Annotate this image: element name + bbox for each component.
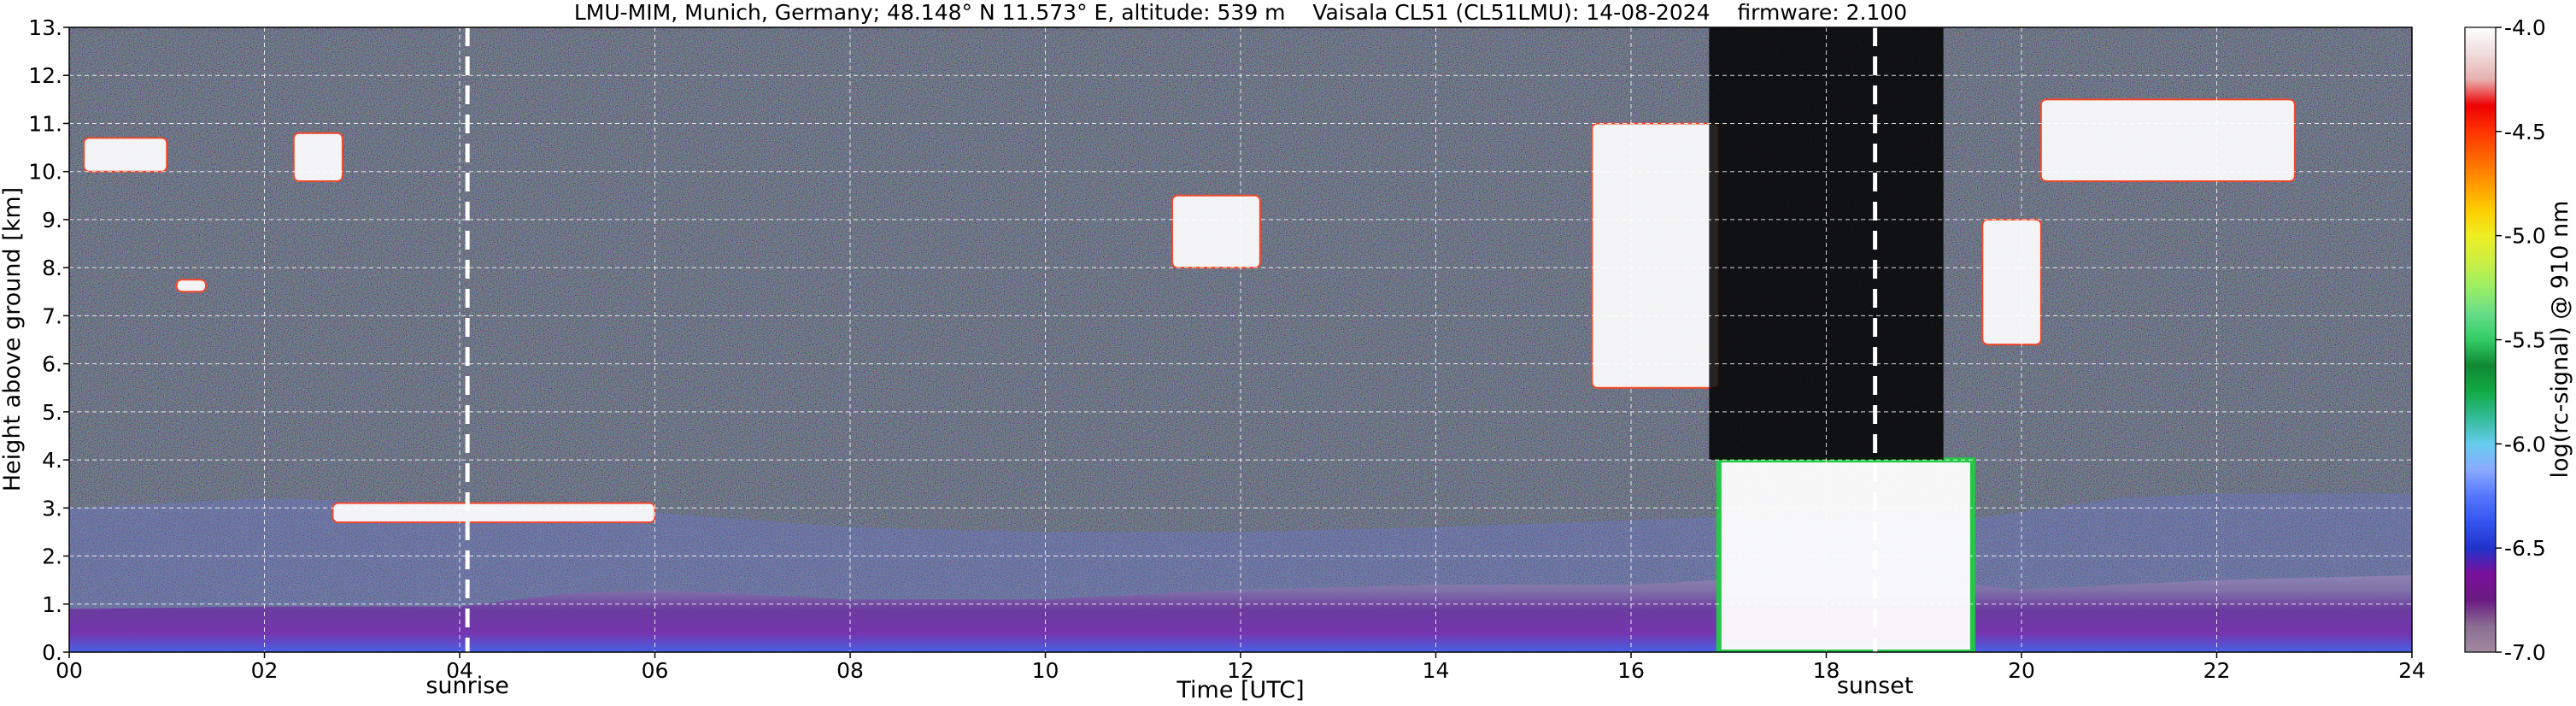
y-tick-label: 12.	[28, 63, 62, 88]
x-tick-label: 06	[642, 658, 669, 683]
x-tick-label: 00	[56, 658, 83, 683]
x-tick-label: 08	[836, 658, 864, 683]
y-tick-label: 5.	[42, 400, 62, 425]
colorbar-tick-label: -7.0	[2504, 640, 2546, 665]
y-tick-label: 11.	[28, 111, 62, 136]
y-tick-label: 1.	[42, 592, 62, 617]
x-tick-label: 22	[2203, 658, 2231, 683]
x-tick-label: 14	[1423, 658, 1450, 683]
cloud-feature-5	[1171, 194, 1261, 269]
x-tick-label: 20	[2008, 658, 2035, 683]
y-tick-label: 10.	[28, 160, 62, 185]
x-tick-label: 18	[1813, 658, 1840, 683]
y-tick-label: 3.	[42, 496, 62, 521]
cloud-feature-7	[1981, 218, 2042, 346]
sun-annotations: sunrise sunset	[425, 673, 1913, 699]
cloud-feature-8	[2039, 98, 2296, 182]
colorbar-tick-label: -4.5	[2504, 120, 2546, 144]
sunrise-label: sunrise	[425, 673, 509, 699]
colorbar-tick-label: -4.0	[2504, 15, 2546, 40]
sunset-label: sunset	[1837, 673, 1914, 699]
colorbar-tick-label: -5.5	[2504, 328, 2546, 353]
cloud-feature-2	[292, 132, 343, 182]
x-axis-label: Time [UTC]	[1176, 677, 1304, 703]
y-tick-label: 6.	[42, 352, 62, 377]
chart-title: LMU-MIM, Munich, Germany; 48.148° N 11.5…	[574, 0, 1907, 25]
colorbar-tick-label: -6.0	[2504, 432, 2546, 456]
colorbar-gradient	[2464, 26, 2497, 653]
y-tick-label: 8.	[42, 256, 62, 280]
cloud-feature-4	[332, 502, 656, 524]
x-tick-label: 12	[1227, 658, 1254, 683]
x-tick-label: 02	[251, 658, 279, 683]
y-tick-label: 7.	[42, 303, 62, 328]
colorbar: -7.0 -6.5 -6.0 -5.5 -5.0 -4.5 -4.0 log(rc-sign…	[2464, 15, 2573, 665]
y-tick-label: 13.	[28, 15, 62, 40]
x-tick-label: 10	[1032, 658, 1059, 683]
x-tick-label: 24	[2398, 658, 2426, 683]
y-tick-label: 0.	[42, 640, 62, 665]
cloud-feature-3	[175, 279, 207, 293]
y-axis: 0. 1. 2. 3. 4. 5. 6. 7. 8. 9. 10. 11. 12. 13.	[28, 15, 69, 665]
cloud-feature-1	[83, 137, 168, 173]
y-tick-label: 9.	[42, 208, 62, 232]
x-tick-label: 16	[1617, 658, 1645, 683]
cloud-feature-6	[1591, 122, 1720, 389]
colorbar-label: log(rc-signal) @ 910 nm	[2547, 201, 2573, 479]
colorbar-tick-label: -6.5	[2504, 536, 2546, 561]
plot-area	[69, 27, 2412, 652]
y-tick-label: 4.	[42, 448, 62, 473]
colorbar-tick-label: -5.0	[2504, 224, 2546, 249]
y-tick-label: 2.	[42, 544, 62, 569]
x-axis: 00 02 04 06 08 10 12 14 16 18 20 22 24	[56, 652, 2426, 683]
x-tick-label: 04	[446, 658, 473, 683]
y-axis-label: Height above ground [km]	[0, 187, 26, 491]
